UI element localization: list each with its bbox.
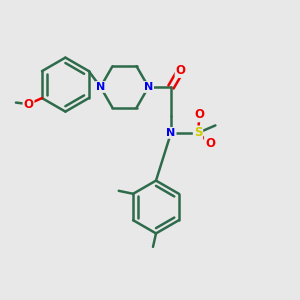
Text: O: O xyxy=(176,64,186,77)
Text: N: N xyxy=(96,82,105,92)
Text: N: N xyxy=(144,82,153,92)
Text: O: O xyxy=(194,108,205,122)
Text: O: O xyxy=(23,98,34,111)
Text: O: O xyxy=(205,137,215,150)
Text: N: N xyxy=(167,128,176,138)
Text: S: S xyxy=(194,126,202,140)
